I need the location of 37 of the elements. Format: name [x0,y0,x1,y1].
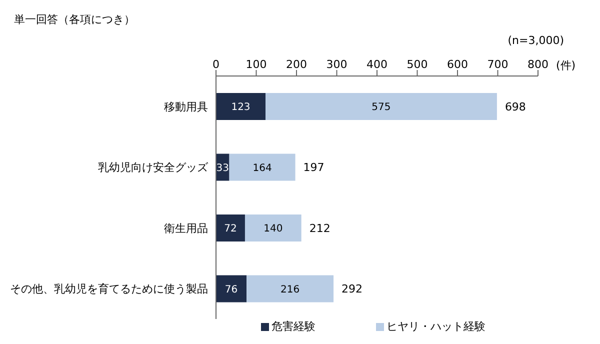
data-label: 76 [224,284,238,296]
total-label: 698 [504,100,526,114]
x-tick-label: 400 [366,58,388,71]
x-tick-label: 600 [447,58,468,71]
y-tick-label: 衛生用品 [164,222,208,235]
bar [244,214,302,242]
x-tick-label: 200 [286,58,307,71]
total-label: 212 [309,222,330,235]
x-tick-label: 300 [326,58,348,71]
x-tick-label: 700 [487,58,508,71]
y-tick-label: その他、乳幼児を育てるために使う製品 [10,282,208,296]
x-tick-label: 0 [212,58,220,71]
data-label: 33 [216,162,230,174]
text: 単一回答（各項につき） [14,12,135,27]
legend-label: 危害経験 [272,319,316,334]
x-axis-title: (件) [556,58,576,73]
y-tick-label: 移動用具 [164,100,208,114]
data-label: 575 [372,102,391,114]
total-label: 292 [342,282,363,296]
data-label: 72 [224,224,237,235]
x-tick-label: 100 [246,58,267,71]
bar [229,154,296,181]
bar [216,275,247,302]
bar [266,93,497,120]
bar [216,93,266,120]
y-tick-label: 乳幼児向け安全グッズ [98,161,209,174]
legend-label: ヒヤリ・ハット経験 [386,319,486,334]
data-label: 123 [231,102,250,114]
bar [246,275,334,302]
text: (n=3,000) [508,34,564,47]
x-tick-label: 800 [528,58,548,71]
x-tick-label: 500 [406,58,428,71]
data-label: 140 [264,224,283,235]
data-label: 216 [280,284,300,296]
bar [216,214,245,242]
total-label: 197 [303,161,324,174]
data-label: 164 [252,162,272,174]
